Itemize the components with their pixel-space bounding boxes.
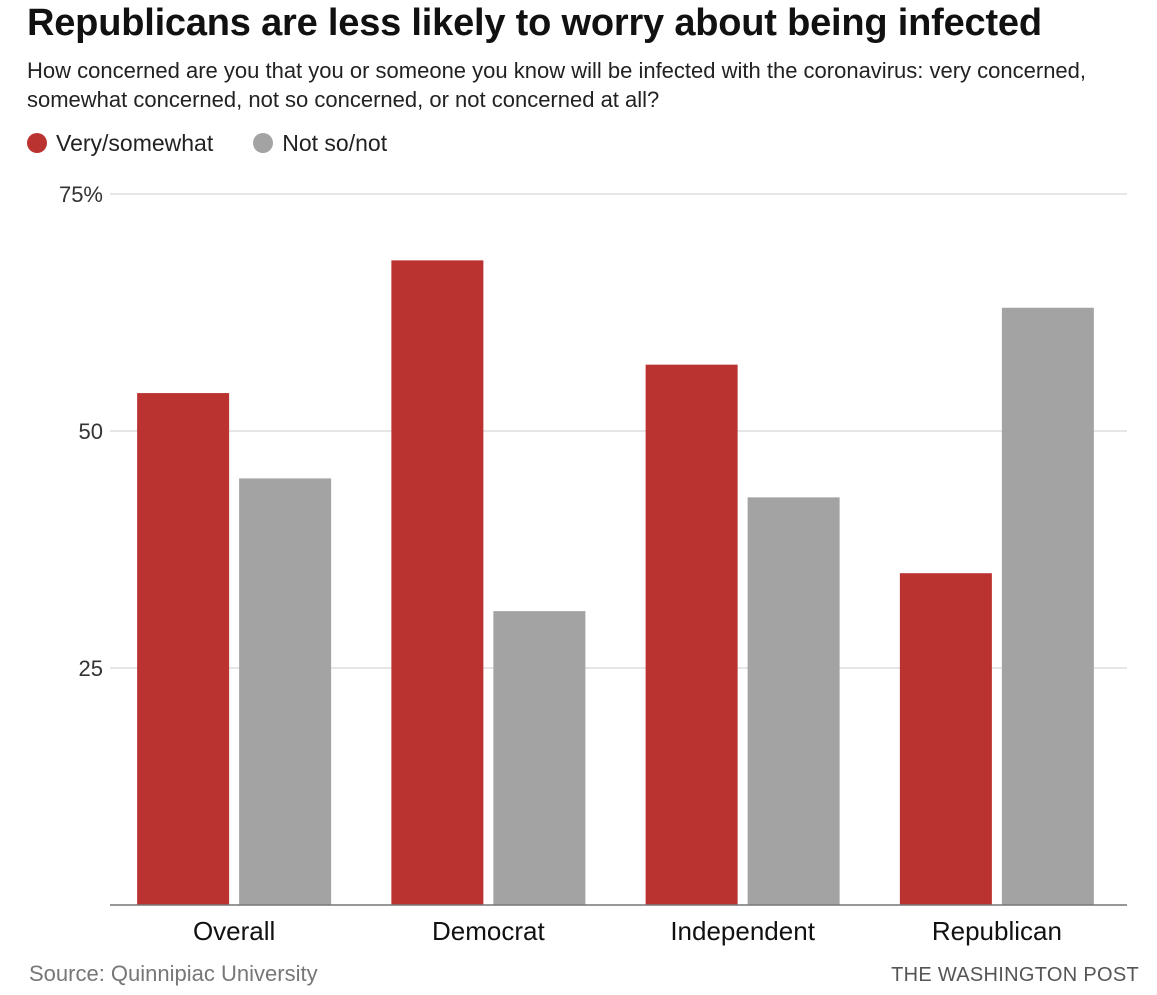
y-tick-label-25: 25 (79, 656, 103, 681)
x-tick-label-independent: Independent (670, 916, 815, 946)
bar-democrat-not-so-not (493, 611, 586, 905)
x-tick-label-overall: Overall (193, 916, 275, 946)
bar-overall-very-somewhat (137, 393, 230, 905)
bar-democrat-very-somewhat (391, 260, 484, 905)
legend: Very/somewhat Not so/not (27, 128, 427, 158)
legend-label-very-somewhat: Very/somewhat (56, 129, 214, 156)
bar-independent-very-somewhat (645, 364, 738, 905)
legend-swatch-not-so-not (253, 133, 274, 153)
bar-republican-very-somewhat (899, 573, 992, 905)
bar-independent-not-so-not (747, 497, 840, 905)
source-note: Source: Quinnipiac University (29, 961, 318, 986)
legend-label-not-so-not: Not so/not (282, 129, 388, 156)
x-tick-label-republican: Republican (932, 916, 1062, 946)
legend-item-very-somewhat: Very/somewhat (27, 130, 213, 157)
legend-item-not-so-not: Not so/not (253, 130, 387, 157)
legend-swatch-very-somewhat (27, 133, 47, 153)
bar-republican-not-so-not (1001, 307, 1094, 905)
x-tick-label-democrat: Democrat (432, 916, 545, 946)
bar-overall-not-so-not (239, 478, 332, 905)
credit-line: THE WASHINGTON POST (891, 964, 1139, 986)
y-tick-label-50: 50 (79, 419, 103, 444)
chart-subtitle: How concerned are you that you or someon… (27, 58, 1087, 112)
y-tick-label-75: 75% (59, 182, 103, 207)
chart-title: Republicans are less likely to worry abo… (27, 2, 1042, 44)
